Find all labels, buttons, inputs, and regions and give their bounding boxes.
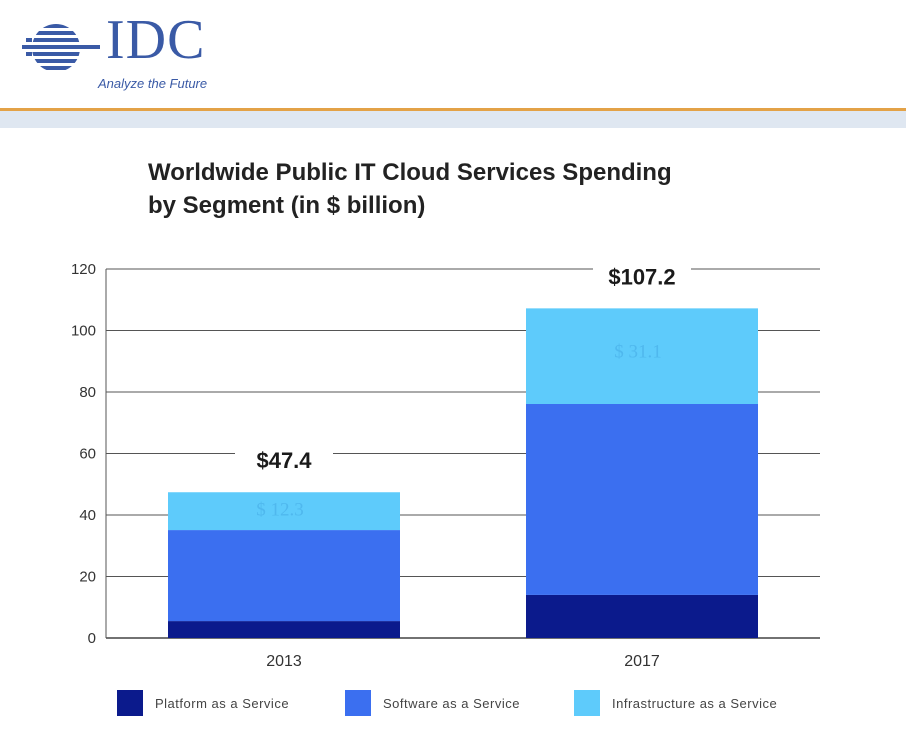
y-tick-label: 60 — [79, 446, 96, 463]
bar-chart: 0 20 40 60 80 100 120 2013 $47.4 $ 12.3 2017 $107.2… — [71, 261, 820, 670]
legend-label-iaas: Infrastructure as a Service — [612, 695, 778, 711]
segment-label: $ 31.1 — [614, 341, 662, 362]
bar-segment — [526, 594, 758, 638]
chart-title-line-1: Worldwide Public IT Cloud Services Spend… — [148, 159, 672, 186]
legend-label-saas: Software as a Service — [383, 695, 520, 711]
bar-segment — [526, 403, 758, 595]
legend-swatch-iaas — [574, 690, 600, 716]
chart-title-line-2: by Segment (in $ billion) — [148, 192, 426, 219]
y-tick-label: 80 — [79, 384, 96, 401]
total-label-bg — [593, 262, 691, 293]
legend-swatch-paas — [117, 690, 143, 716]
legend-item-paas: Platform as a Service — [117, 690, 289, 716]
logo-tagline: Analyze the Future — [98, 76, 208, 91]
header-rule — [0, 108, 906, 111]
y-tick-label: 20 — [79, 569, 96, 586]
header: IDC Analyze the Future — [0, 0, 906, 130]
globe-icon — [22, 24, 100, 70]
bar-segment — [526, 308, 758, 404]
bar-segment — [168, 530, 400, 622]
legend-item-saas: Software as a Service — [345, 690, 520, 716]
idc-logo: IDC Analyze the Future — [22, 9, 222, 94]
legend-item-iaas: Infrastructure as a Service — [574, 690, 777, 716]
x-tick-label: 2017 — [624, 653, 660, 670]
total-label-bg — [235, 446, 333, 477]
y-tick-label: 100 — [71, 323, 96, 340]
legend-label-paas: Platform as a Service — [155, 695, 290, 711]
chart-title: Worldwide Public IT Cloud Services Spend… — [148, 156, 848, 222]
total-label: $107.2 — [608, 264, 675, 289]
y-tick-label: 40 — [79, 507, 96, 524]
logo-text: IDC — [106, 9, 206, 71]
x-tick-label: 2013 — [266, 653, 302, 670]
segment-label: $ 12.3 — [256, 499, 304, 520]
total-label: $47.4 — [256, 448, 312, 473]
bar-segment — [168, 492, 400, 531]
legend-swatch-saas — [345, 690, 371, 716]
header-band — [0, 111, 906, 128]
y-tick-label: 120 — [71, 261, 96, 278]
bar-segment — [168, 621, 400, 638]
legend: Platform as a Service Software as a Serv… — [0, 690, 906, 716]
y-tick-label: 0 — [88, 630, 96, 647]
